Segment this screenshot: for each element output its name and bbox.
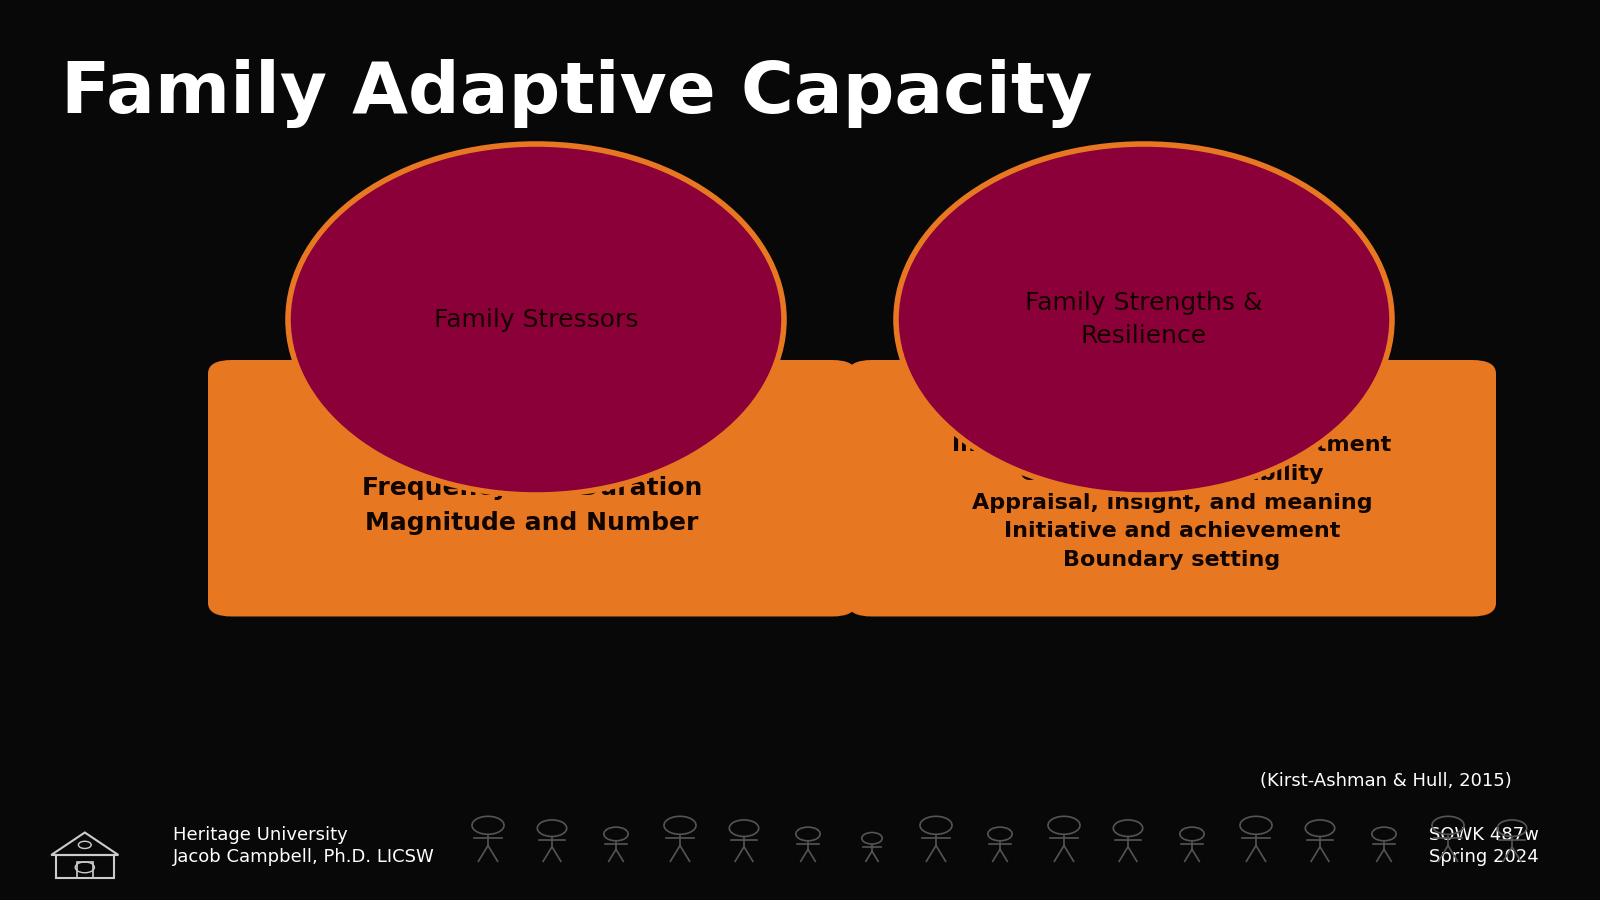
Text: Jacob Campbell, Ph.D. LICSW: Jacob Campbell, Ph.D. LICSW (173, 848, 435, 866)
Text: Family Cycle
Frequency and Duration
Magnitude and Number: Family Cycle Frequency and Duration Magn… (362, 442, 702, 535)
FancyBboxPatch shape (208, 360, 856, 616)
Text: Spring 2024: Spring 2024 (1429, 848, 1539, 866)
Text: Family Stressors: Family Stressors (434, 308, 638, 331)
Text: Family Strengths &
Resilience: Family Strengths & Resilience (1026, 291, 1262, 348)
FancyBboxPatch shape (848, 360, 1496, 616)
Ellipse shape (288, 144, 784, 495)
Ellipse shape (896, 144, 1392, 495)
Text: SOWK 487w: SOWK 487w (1429, 826, 1539, 844)
Text: Social support
Internal cohesion and commitment
Creativity and flexibility
Appra: Social support Internal cohesion and com… (952, 406, 1392, 571)
Text: (Kirst-Ashman & Hull, 2015): (Kirst-Ashman & Hull, 2015) (1261, 772, 1512, 790)
Text: Family Adaptive Capacity: Family Adaptive Capacity (61, 58, 1093, 128)
Text: Heritage University: Heritage University (173, 826, 347, 844)
